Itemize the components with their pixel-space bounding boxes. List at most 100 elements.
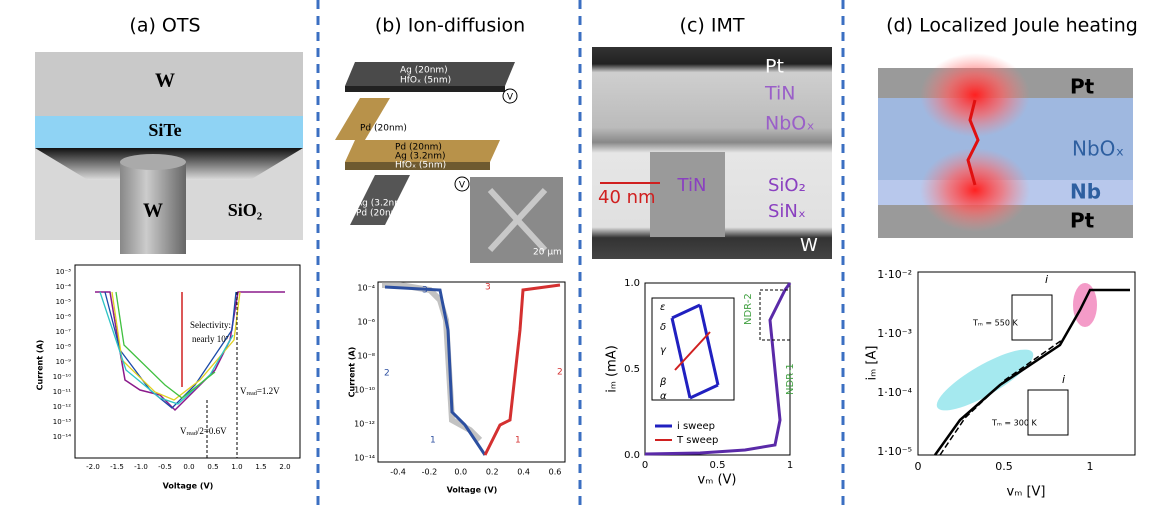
y-tick-label: 10⁻¹⁴ xyxy=(354,454,375,463)
x-tick-label: 1 xyxy=(1087,460,1094,473)
x-tick-label: 0.2 xyxy=(486,468,499,477)
annotation: Tₘ = 300 K xyxy=(991,419,1037,428)
label: SiO₂ xyxy=(768,175,806,196)
x-tick-label: -0.4 xyxy=(390,468,406,477)
y-tick-label: 10⁻⁶ xyxy=(357,318,375,327)
y-tick-label: 10⁻⁶ xyxy=(56,313,72,321)
panel-c: (c) IMT Pt TiN NbOₓ TiN SiO₂ SiNₓ W 40 n… xyxy=(592,15,832,456)
step: 1 xyxy=(430,436,436,446)
x-tick-label: -2.0 xyxy=(86,463,100,471)
y-tick-label: 1.0 xyxy=(624,278,640,289)
hotspot xyxy=(920,148,1030,232)
curve xyxy=(385,287,485,455)
hotspot xyxy=(920,53,1030,137)
y-tick-label: 0.0 xyxy=(624,450,640,461)
x-axis-label: Voltage (V) xyxy=(447,486,498,495)
y-tick-label: 10⁻⁸ xyxy=(357,352,375,361)
y-tick-label: 10⁻¹³ xyxy=(53,418,71,426)
curve-band xyxy=(382,285,480,440)
y-axis-label: Current (A) xyxy=(36,340,45,391)
panel-title: (a) OTS xyxy=(129,15,200,37)
x-axis-label: vₘ (V) xyxy=(698,473,737,488)
label: SiNₓ xyxy=(768,201,806,222)
panel-title: (b) Ion-diffusion xyxy=(375,15,525,37)
y-tick-label: 10⁻³ xyxy=(56,268,72,276)
x-tick-label: -1.5 xyxy=(110,463,124,471)
label: 40 nm xyxy=(598,187,656,208)
y-tick-label: 10⁻⁴ xyxy=(56,283,72,291)
x-tick-label: 0.0 xyxy=(454,468,467,477)
level: α xyxy=(660,391,667,402)
x-axis-label: vₘ [V] xyxy=(1007,485,1046,500)
y-axis-label: iₘ (mA) xyxy=(605,345,620,393)
y-tick-label: 10⁻⁸ xyxy=(56,343,72,351)
annotation: Vread/2=0.6V xyxy=(180,426,227,437)
annotation: NDR-1 xyxy=(785,363,796,395)
annotation: Selectivity: xyxy=(190,320,231,330)
annotation: nearly 10⁷ xyxy=(192,334,229,344)
panel-a: (a) OTS W SiTe W SiO₂ Selectivity: nearl… xyxy=(35,15,303,459)
annotation: Tₘ = 550 K xyxy=(972,319,1018,328)
label: Ag (20nm) xyxy=(400,66,448,76)
label: W xyxy=(143,200,163,222)
y-tick-label: 10⁻¹⁰ xyxy=(53,373,71,381)
figure: (a) OTS W SiTe W SiO₂ Selectivity: nearl… xyxy=(0,0,1158,506)
x-tick-label: 0.5 xyxy=(207,463,218,471)
x-tick-label: -1.0 xyxy=(134,463,148,471)
inset xyxy=(1012,295,1052,340)
label: TiN xyxy=(677,175,707,196)
step: 2 xyxy=(384,369,390,379)
y-tick-label: 10⁻⁷ xyxy=(56,328,72,336)
x-tick-label: -0.5 xyxy=(158,463,172,471)
y-tick-label: 10⁻¹² xyxy=(354,420,375,429)
x-tick-label: 0.0 xyxy=(183,463,194,471)
label: Pt xyxy=(765,56,784,78)
curve xyxy=(116,292,215,398)
x-tick-label: 1.0 xyxy=(231,463,242,471)
y-tick-label: 1·10⁻² xyxy=(877,268,912,281)
y-tick-label: 10⁻¹⁰ xyxy=(354,386,375,395)
y-tick-label: 1·10⁻⁴ xyxy=(877,386,912,399)
label: Pd (20nm) xyxy=(356,209,403,219)
annotation: NDR-2 xyxy=(743,293,754,325)
y-tick-label: 10⁻⁴ xyxy=(357,284,375,293)
x-tick-label: 0.5 xyxy=(710,460,726,471)
label: Ag (3.2nm) xyxy=(356,199,407,209)
x-tick-label: 1.5 xyxy=(255,463,266,471)
x-axis-label: Voltage (V) xyxy=(163,482,214,491)
y-tick-label: 10⁻¹⁴ xyxy=(53,433,71,441)
pillar-top xyxy=(120,154,186,170)
x-tick-label: 0.4 xyxy=(517,468,530,477)
x-tick-label: 2.0 xyxy=(279,463,290,471)
x-tick-label: -0.2 xyxy=(422,468,438,477)
label: NbOₓ xyxy=(1072,137,1124,161)
panel-title: (d) Localized Joule heating xyxy=(886,15,1138,37)
panel-title: (c) IMT xyxy=(680,15,745,37)
y-tick-label: 10⁻¹¹ xyxy=(53,388,71,396)
panel-d: (d) Localized Joule heating Pt NbOₓ Nb P… xyxy=(878,15,1138,456)
annotation: Vread=1.2V xyxy=(240,386,280,397)
level: δ xyxy=(660,322,666,333)
x-tick-label: 0 xyxy=(642,460,648,471)
label: HfOₓ (5nm) xyxy=(400,76,451,86)
y-axis-label: Current (A) xyxy=(348,347,357,398)
zoom-box xyxy=(760,290,790,340)
x-tick-label: 1 xyxy=(787,460,793,471)
step: 2 xyxy=(557,368,563,378)
y-tick-label: 10⁻¹² xyxy=(53,403,71,411)
annotation: i xyxy=(1045,273,1048,286)
x-tick-label: 0.6 xyxy=(549,468,562,477)
label: V xyxy=(507,93,514,103)
legend-label: i sweep xyxy=(677,421,715,432)
x-tick-label: 0.5 xyxy=(995,460,1013,473)
y-tick-label: 10⁻⁵ xyxy=(56,298,72,306)
level: ε xyxy=(660,302,666,313)
label: TiN xyxy=(764,83,796,105)
label: Pt xyxy=(1070,209,1095,233)
step: 3 xyxy=(422,286,428,296)
label: NbOₓ xyxy=(765,113,815,135)
label: SiO₂ xyxy=(228,200,262,220)
inset xyxy=(1028,390,1068,435)
label: W xyxy=(155,70,175,92)
highlight xyxy=(930,340,1040,421)
